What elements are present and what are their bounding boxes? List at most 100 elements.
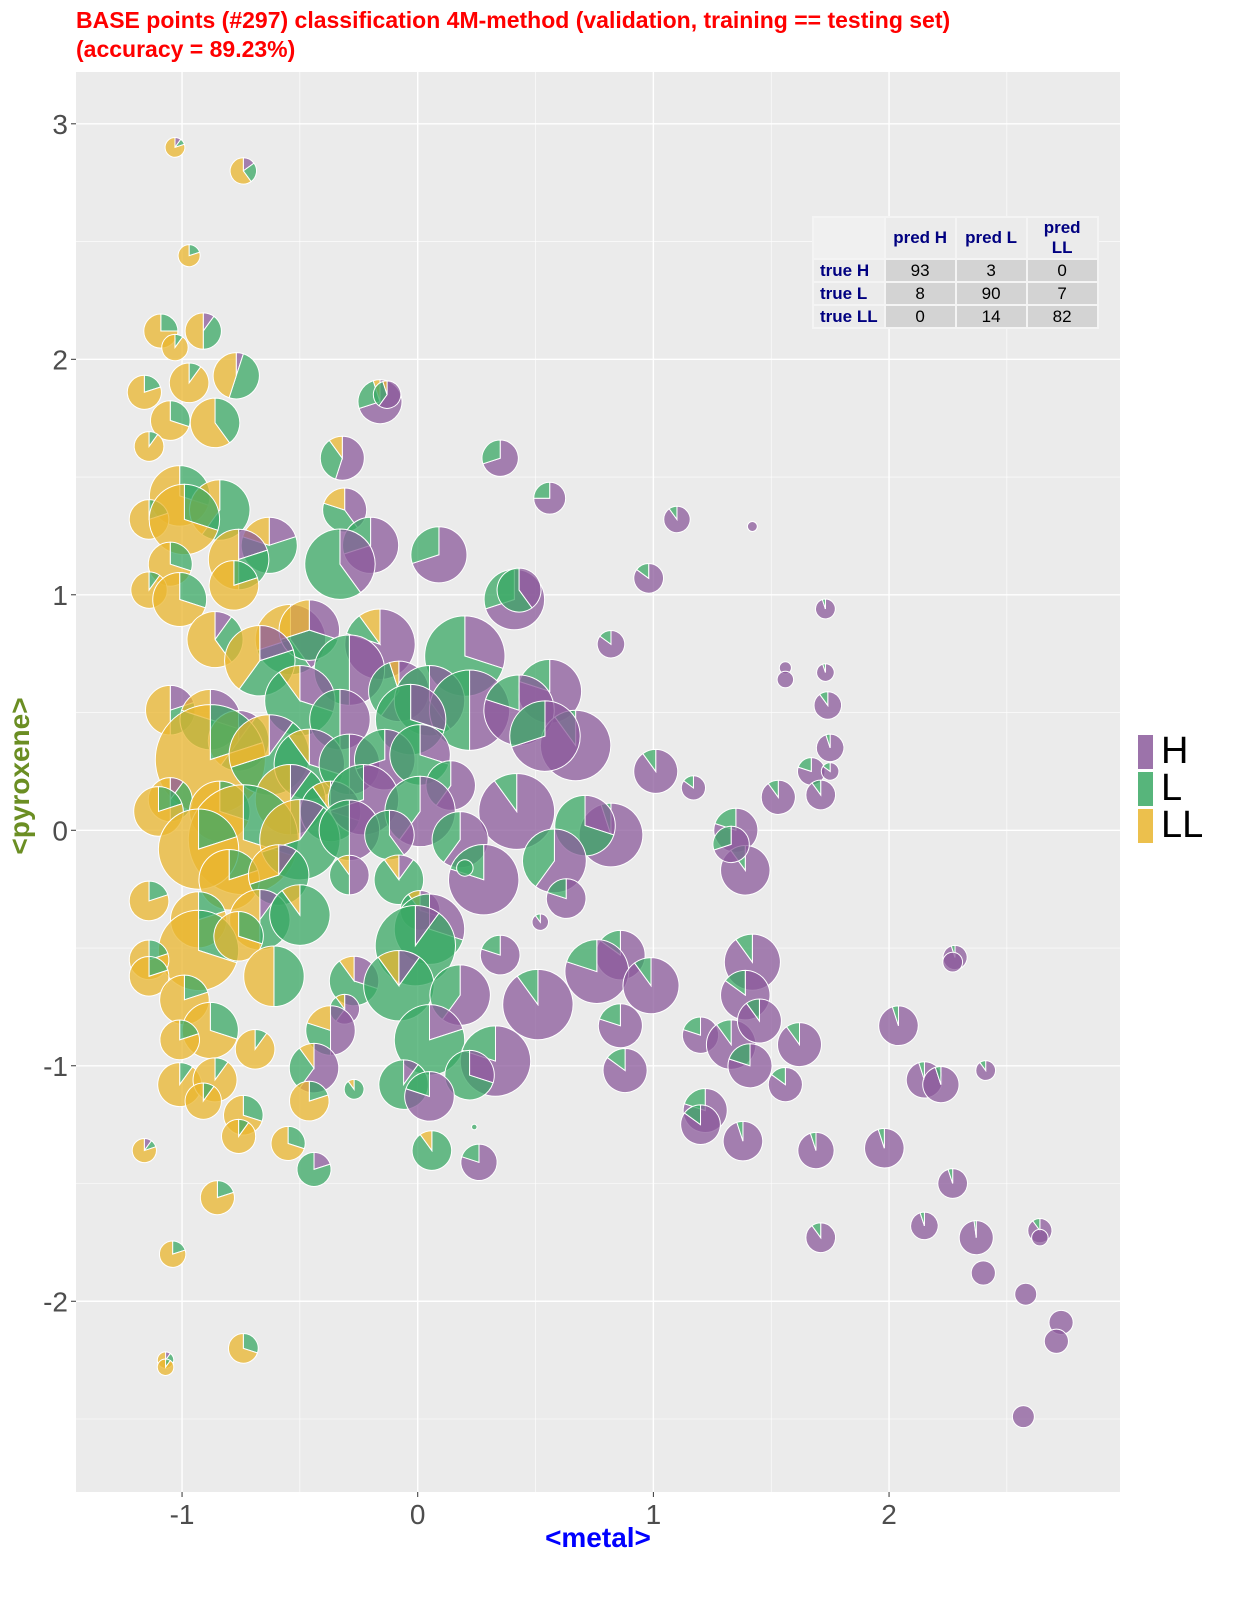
pie-point — [184, 1082, 222, 1120]
table-corner-cell — [812, 216, 886, 260]
pie-point — [189, 397, 241, 449]
y-tick-label: -2 — [43, 1286, 68, 1317]
pie-slice-h — [1014, 1282, 1038, 1306]
pie-slice-ll — [126, 374, 162, 410]
pie-slice-l — [209, 1001, 239, 1040]
pie-point — [363, 949, 435, 1022]
legend-item-l: L — [1138, 769, 1203, 807]
pie-slice-l — [809, 1131, 817, 1151]
pie-slice-l — [431, 811, 461, 864]
pie-slice-h — [518, 567, 542, 609]
pie-slice-l — [683, 1104, 702, 1126]
pie-slice-l — [214, 397, 241, 444]
table-row: true LL 0 14 82 — [812, 304, 1099, 329]
pie-slice-ll — [189, 397, 231, 449]
legend-item-h: H — [1138, 732, 1203, 770]
cell: 0 — [1025, 258, 1099, 283]
cell: 93 — [883, 258, 957, 283]
pie-slice-h — [1031, 1228, 1049, 1247]
pie-slice-ll — [419, 1130, 433, 1153]
pie-slice-l — [979, 1060, 987, 1073]
pie-point — [736, 998, 782, 1044]
pie-point — [878, 1005, 919, 1047]
pie-point — [633, 562, 664, 594]
pie-slice-ll — [212, 352, 237, 399]
pie-point — [269, 884, 331, 946]
pie-point — [478, 772, 556, 850]
pie-slice-l — [410, 526, 440, 565]
pie-point — [164, 136, 186, 158]
pie-slice-h — [410, 683, 447, 732]
x-tick-label: 2 — [881, 1499, 897, 1530]
pie-slice-l — [304, 528, 362, 600]
pie-point — [479, 934, 521, 976]
pie-point — [270, 1125, 306, 1162]
pie-slice-l — [825, 733, 831, 749]
pie-point — [1043, 1328, 1069, 1354]
pie-point — [448, 844, 520, 916]
pie-slice-h — [330, 1005, 356, 1056]
pie-point — [128, 880, 170, 922]
pie-point — [597, 1003, 643, 1049]
legend: H L LL — [1138, 732, 1203, 844]
pie-slice-l — [372, 380, 388, 407]
y-tick-label: 2 — [52, 344, 68, 375]
pie-point — [410, 526, 468, 584]
pie-point — [460, 1143, 498, 1181]
pie-slice-ll — [156, 1358, 175, 1376]
pie-slice-h — [1011, 1405, 1035, 1429]
pie-slice-l — [682, 775, 694, 789]
pie-slice-h — [259, 625, 294, 662]
pie-point — [727, 1043, 773, 1089]
pie-slice-l — [198, 808, 238, 850]
y-axis-label: <pyroxene> — [4, 697, 35, 855]
pie-point — [776, 670, 795, 689]
pie-slice-l — [767, 779, 779, 799]
pie-point — [159, 1019, 200, 1061]
pie-point — [184, 312, 222, 350]
pie-point — [633, 748, 679, 794]
pie-point — [813, 691, 843, 720]
pie-slice-l — [456, 859, 474, 877]
col-header: pred LL — [1025, 216, 1099, 260]
chart-title: BASE points (#297) classification 4M-met… — [76, 7, 951, 62]
pie-slice-l — [273, 945, 305, 1008]
pie-slice-ll — [347, 1078, 355, 1091]
pie-slice-ll — [287, 728, 310, 766]
pie-slice-ll — [338, 955, 355, 983]
pie-point — [910, 1211, 939, 1241]
pie-point — [296, 1151, 332, 1187]
points-layer — [126, 136, 1074, 1429]
pie-slice-ll — [131, 1137, 157, 1164]
pie-slice-l — [481, 439, 501, 465]
pie-slice-l — [228, 353, 260, 400]
pie-slice-l — [534, 913, 541, 924]
pie-slice-l — [480, 934, 501, 956]
pie-slice-ll — [270, 1125, 305, 1162]
pie-slice-l — [682, 1016, 702, 1036]
pie-point — [602, 1047, 648, 1093]
pie-slice-l — [797, 757, 812, 773]
pie-point — [329, 854, 370, 896]
pie-slice-h — [464, 615, 506, 670]
pie-point — [746, 521, 758, 532]
pie-slice-h — [1043, 1328, 1069, 1354]
pie-point — [404, 1071, 455, 1122]
pie-slice-ll — [323, 487, 346, 511]
pie-slice-l — [633, 957, 652, 988]
pie-slice-ll — [247, 844, 280, 885]
pie-slice-l — [169, 400, 191, 428]
pie-point — [319, 435, 365, 481]
pie-slice-l — [891, 1005, 899, 1026]
pie-slice-l — [238, 910, 264, 945]
y-tick-label: 1 — [52, 580, 68, 611]
y-tick-label: -1 — [43, 1051, 68, 1082]
pie-slice-l — [598, 1003, 621, 1027]
table-row: true H 93 3 0 — [812, 258, 1099, 283]
pie-slice-l — [934, 1065, 942, 1085]
pie-point — [496, 567, 542, 613]
pie-slice-l — [715, 1019, 732, 1047]
cell: 8 — [883, 281, 957, 306]
table-header-row: pred H pred L pred LL — [812, 216, 1099, 260]
pie-slice-h — [378, 380, 402, 409]
